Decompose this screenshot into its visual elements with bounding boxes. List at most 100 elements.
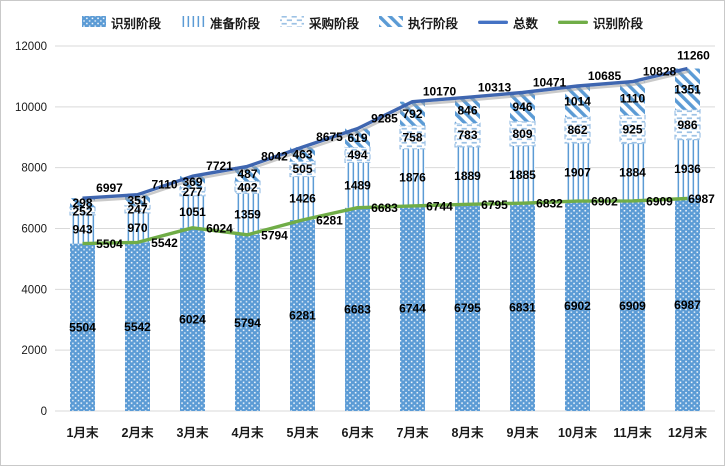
- bar-segment-label: 1885: [509, 168, 536, 182]
- bar-segment-label: 1351: [674, 82, 701, 96]
- legend-item-total-line: 总数: [478, 16, 539, 31]
- bar-segment-procurement-phase-bar: [619, 114, 646, 145]
- bar-segment-label: 6831: [509, 300, 536, 314]
- bar-segment-label: 494: [347, 148, 367, 162]
- x-axis-category-label: 8月末: [452, 425, 484, 440]
- bar-segment-execution-phase-bar: [675, 68, 700, 110]
- x-axis-category-label: 9月末: [507, 425, 539, 440]
- identification-line-label: 6902: [591, 195, 618, 209]
- bar-segment-label: 925: [622, 123, 642, 137]
- bar-segment-label: 6987: [674, 298, 701, 312]
- legend-swatch-preparation-phase-bar: [181, 16, 205, 27]
- bar-segment-identification-phase-bar: [620, 200, 645, 411]
- bar-segment-preparation-phase-bar: [510, 145, 535, 204]
- identification-line-label: 6795: [481, 198, 508, 212]
- bar-segment-label: 351: [127, 193, 147, 207]
- bar-segment-identification-phase-bar: [290, 219, 315, 411]
- x-axis-category-label: 3月末: [177, 425, 209, 440]
- total-line: [82, 66, 688, 200]
- identification-line-label: 5794: [261, 228, 288, 242]
- bar-segment-label: 986: [677, 118, 697, 132]
- bar-segment-execution-phase-bar: [180, 176, 205, 188]
- legend-swatch-identification-phase-bar: [82, 16, 106, 27]
- bar-segment-label: 758: [402, 130, 422, 144]
- bar-segment-label: 1884: [619, 165, 646, 179]
- trend-lines: [82, 66, 690, 246]
- bar-segment-label: 298: [72, 196, 92, 210]
- x-axis-category-label: 7月末: [397, 425, 429, 440]
- bar-segment-preparation-phase-bar: [620, 143, 645, 201]
- x-axis-category-label: 12月末: [668, 425, 707, 440]
- bar-segment-procurement-phase-bar: [234, 180, 261, 195]
- bar-segment-identification-phase-bar: [510, 203, 535, 411]
- identification-line-label: 6832: [536, 197, 563, 211]
- bar-segment-identification-phase-bar: [565, 201, 590, 411]
- legend-label: 识别阶段: [111, 16, 162, 31]
- bar-segment-identification-phase-bar: [455, 204, 480, 411]
- legend-swatch-procurement-phase-bar: [280, 16, 304, 27]
- legend-item-procurement-phase-bar: 采购阶段: [280, 16, 360, 31]
- bar-segment-label: 846: [457, 103, 477, 117]
- bar-segment-label: 6744: [399, 302, 426, 316]
- bar-segment-preparation-phase-bar: [345, 162, 370, 208]
- legend-item-identification-phase-bar: 识别阶段: [82, 16, 162, 31]
- x-axis-category-label: 11月末: [613, 425, 652, 440]
- total-line-label: 10313: [478, 80, 512, 94]
- x-axis-category-label: 6月末: [342, 425, 374, 440]
- bar-segment-label: 6902: [564, 299, 591, 313]
- identification-line-label: 5542: [151, 236, 178, 250]
- legend-swatch-execution-phase-bar: [379, 16, 403, 27]
- bar-segment-label: 1907: [564, 165, 591, 179]
- bar-segment-label: 792: [402, 107, 422, 121]
- legend-label: 识别阶段: [593, 16, 644, 31]
- legend-label: 总数: [513, 16, 539, 31]
- total-line-label: 7110: [151, 178, 177, 192]
- y-axis-tick-label: 8000: [21, 163, 47, 175]
- x-axis-category-label: 2月末: [122, 425, 154, 440]
- bar-segment-label: 463: [292, 147, 312, 161]
- data-labels: 5504943252298554297024735160241051277369…: [69, 49, 715, 335]
- bar-segment-label: 1489: [344, 178, 371, 192]
- legend-label: 执行阶段: [408, 16, 459, 31]
- identification-line-label: 6909: [646, 194, 673, 208]
- total-line-label: 11260: [677, 49, 710, 63]
- bar-segment-preparation-phase-bar: [180, 195, 205, 228]
- bar-segment-label: 783: [457, 128, 477, 142]
- bar-segment-label: 6683: [344, 303, 371, 317]
- bar-segment-preparation-phase-bar: [675, 139, 700, 199]
- bar-segment-label: 1014: [564, 95, 591, 109]
- bar-segment-label: 1359: [234, 207, 261, 221]
- bar-segment-procurement-phase-bar: [69, 206, 96, 216]
- bar-segment-label: 402: [237, 181, 257, 195]
- identification-line-label: 6281: [316, 213, 343, 227]
- legend-item-identification-phase-line: 识别阶段: [558, 16, 644, 31]
- bar-segment-preparation-phase-bar: [235, 193, 260, 235]
- bar-segment-preparation-phase-bar: [565, 143, 590, 202]
- bar-segment-preparation-phase-bar: [125, 212, 150, 243]
- bar-segment-procurement-phase-bar: [564, 116, 591, 144]
- stacked-bars: [69, 68, 701, 411]
- bar-segment-preparation-phase-bar: [455, 146, 480, 205]
- bar-segment-procurement-phase-bar: [674, 109, 701, 141]
- legend-item-execution-phase-bar: 执行阶段: [379, 16, 459, 31]
- total-line-label: 10471: [533, 76, 567, 90]
- identification-line-label: 5504: [96, 237, 123, 251]
- y-axis-tick-label: 10000: [15, 102, 47, 114]
- bar-segment-label: 1051: [179, 205, 206, 219]
- y-axis-tick-label: 4000: [21, 284, 47, 296]
- bar-segment-identification-phase-bar: [400, 205, 425, 411]
- bar-segment-label: 277: [182, 185, 202, 199]
- bar-segment-label: 247: [127, 202, 147, 216]
- bar-segment-identification-phase-bar: [70, 243, 95, 411]
- legend-item-preparation-phase-bar: 准备阶段: [181, 16, 261, 31]
- gridlines: [55, 45, 715, 412]
- legend-label: 采购阶段: [308, 16, 360, 31]
- bar-segment-label: 6281: [289, 309, 316, 323]
- bar-segment-identification-phase-bar: [125, 242, 150, 411]
- identification-line: [82, 196, 688, 246]
- bar-segment-label: 1876: [399, 171, 426, 185]
- bar-segment-execution-phase-bar: [70, 198, 95, 208]
- total-line-shadow: [83, 70, 690, 203]
